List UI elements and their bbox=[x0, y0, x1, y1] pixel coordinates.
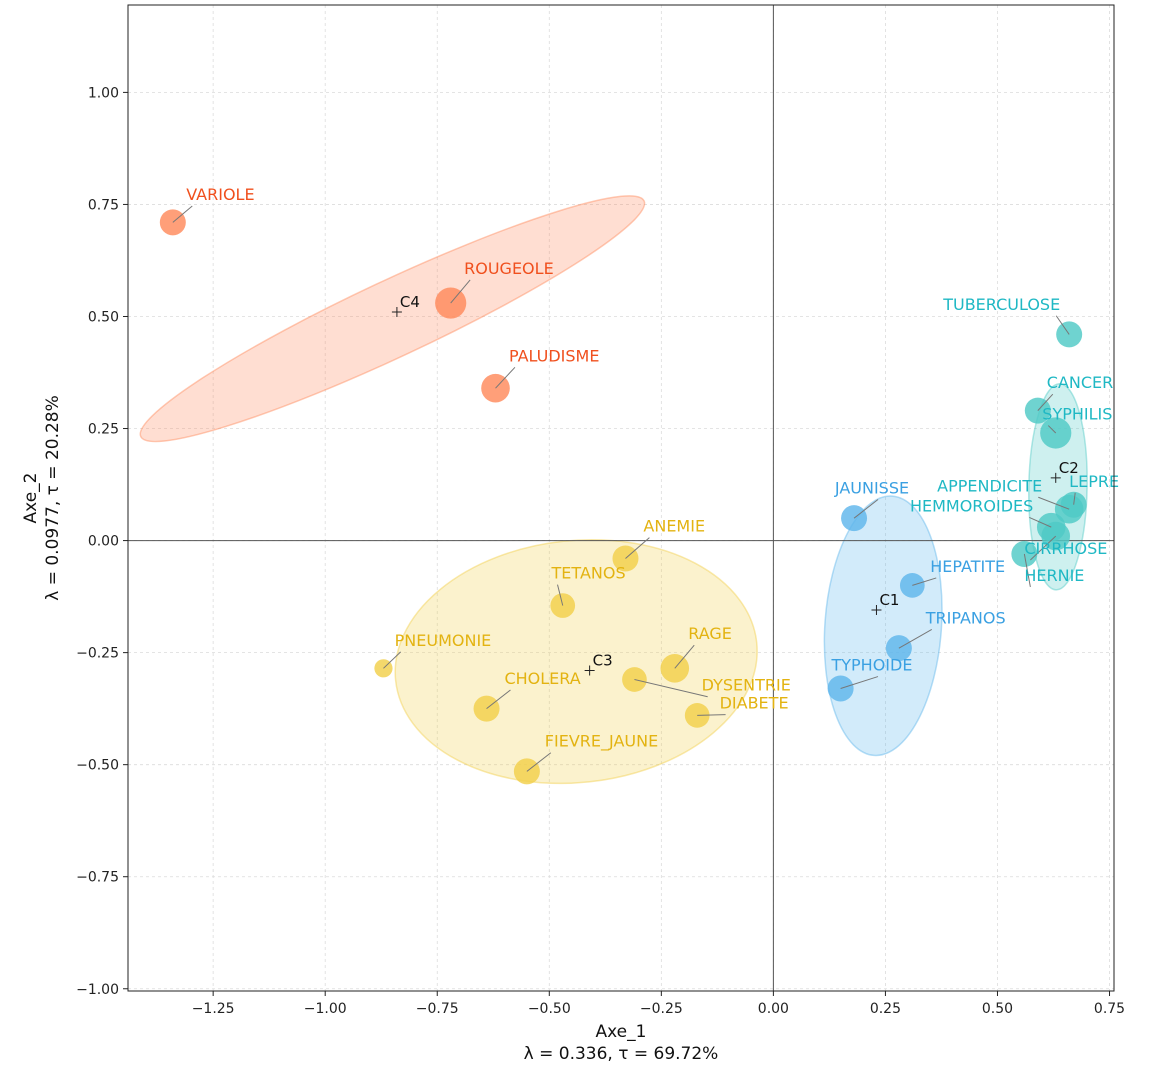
leader-fievre-jaune bbox=[526, 752, 552, 772]
leader-jaunisse bbox=[853, 499, 879, 519]
y-tick-label: −0.50 bbox=[76, 758, 119, 774]
leader-hepatite bbox=[912, 577, 937, 586]
centroid-label-c2: C2 bbox=[1059, 459, 1079, 477]
y-axis-sublabel: λ = 0.0977, τ = 20.28% bbox=[43, 395, 63, 601]
y-tick-label: 1.00 bbox=[88, 85, 119, 101]
leader-cirrhose bbox=[1030, 535, 1057, 561]
y-tick-label: −0.25 bbox=[76, 646, 119, 662]
label-rage: RAGE bbox=[688, 624, 732, 643]
label-rougeole: ROUGEOLE bbox=[464, 259, 554, 278]
plot-frame bbox=[127, 4, 1115, 992]
centroid-marker-c4 bbox=[391, 307, 402, 318]
point-hernie bbox=[1011, 541, 1038, 568]
leader-paludisme bbox=[495, 366, 516, 389]
leader-lepre bbox=[1073, 492, 1076, 505]
point-paludisme bbox=[481, 373, 510, 403]
x-tick-label: −0.75 bbox=[416, 1001, 459, 1017]
leader-anemie bbox=[625, 537, 650, 559]
label-appendicite: APPENDICITE bbox=[937, 476, 1042, 495]
axis-ticks: −1.25 −1.00 −0.75 −0.50 −0.25 0.00 0.25 0.50 0.7… bbox=[76, 85, 1125, 1017]
reference-lines bbox=[128, 5, 1114, 991]
label-hernie: HERNIE bbox=[1024, 566, 1084, 585]
leader-appendicite bbox=[1038, 496, 1070, 510]
label-jaunisse: JAUNISSE bbox=[834, 479, 909, 498]
point-tetanos bbox=[550, 593, 576, 618]
centroid-label-c4: C4 bbox=[400, 293, 420, 311]
label-cancer: CANCER bbox=[1047, 373, 1113, 392]
label-paludisme: PALUDISME bbox=[509, 346, 600, 365]
centroid-marker-c3 bbox=[584, 665, 595, 676]
leader-syphilis bbox=[1047, 425, 1057, 434]
x-tick-label: −1.00 bbox=[304, 1001, 347, 1017]
label-hemmoroides: HEMMOROIDES bbox=[910, 496, 1033, 515]
leader-cancer bbox=[1037, 393, 1054, 411]
leader-hernie bbox=[1023, 553, 1031, 588]
centroid-label-c1: C1 bbox=[879, 591, 899, 609]
x-tick-label: 0.50 bbox=[982, 1001, 1013, 1017]
label-tuberculose: TUBERCULOSE bbox=[942, 295, 1060, 314]
x-tick-label: 0.75 bbox=[1094, 1001, 1125, 1017]
cluster-ellipse-c3 bbox=[394, 539, 758, 785]
centroid-marker-c1 bbox=[871, 605, 882, 616]
leader-hemmoroides bbox=[1029, 516, 1052, 528]
x-tick-label: −1.25 bbox=[192, 1001, 235, 1017]
label-lepre: LEPRE bbox=[1069, 472, 1119, 491]
x-tick-label: −0.25 bbox=[640, 1001, 683, 1017]
point-labels: VARIOLE ROUGEOLE PALUDISME TUBERCULOSE CANCE… bbox=[172, 185, 1119, 772]
centroids: C4 C2 C1 C3 bbox=[391, 293, 1079, 676]
x-axis-label: Axe_1 bbox=[596, 1022, 647, 1042]
leader-tuberculose bbox=[1055, 315, 1070, 335]
leader-rougeole bbox=[450, 279, 471, 304]
y-tick-label: 0.50 bbox=[88, 309, 119, 325]
leader-cholera bbox=[486, 689, 511, 710]
x-axis-sublabel: λ = 0.336, τ = 69.72% bbox=[524, 1044, 719, 1064]
leader-tripanos bbox=[898, 629, 933, 649]
leader-rage bbox=[674, 644, 695, 669]
x-tick-label: 0.25 bbox=[870, 1001, 901, 1017]
label-pneumonie: PNEUMONIE bbox=[395, 631, 492, 650]
label-syphilis: SYPHILIS bbox=[1042, 405, 1112, 424]
centroid-marker-c2 bbox=[1050, 472, 1061, 483]
label-variole: VARIOLE bbox=[186, 185, 254, 204]
leader-diabete bbox=[697, 714, 726, 716]
label-tetanos: TETANOS bbox=[551, 564, 626, 583]
y-axis-label: Axe_2 bbox=[21, 473, 41, 524]
x-tick-label: 0.00 bbox=[758, 1001, 789, 1017]
label-cirrhose: CIRRHOSE bbox=[1024, 539, 1107, 558]
y-tick-label: 0.75 bbox=[88, 197, 119, 213]
y-tick-label: 0.25 bbox=[88, 422, 119, 438]
grid bbox=[128, 5, 1114, 991]
label-anemie: ANEMIE bbox=[643, 517, 705, 536]
label-diabete: DIABETE bbox=[720, 694, 789, 713]
label-hepatite: HEPATITE bbox=[930, 557, 1005, 576]
cluster-ellipses bbox=[139, 195, 1088, 785]
y-tick-label: −0.75 bbox=[76, 870, 119, 886]
x-tick-label: −0.50 bbox=[528, 1001, 571, 1017]
label-fievre-jaune: FIEVRE_JAUNE bbox=[545, 732, 658, 752]
leader-tetanos bbox=[557, 584, 564, 606]
leader-variole bbox=[172, 205, 193, 223]
label-dysentrie: DYSENTRIE bbox=[702, 676, 791, 695]
label-cholera: CHOLERA bbox=[504, 669, 580, 688]
y-tick-label: −1.00 bbox=[76, 982, 119, 998]
leader-typhoide bbox=[840, 676, 879, 689]
centroid-label-c3: C3 bbox=[593, 652, 613, 670]
label-tripanos: TRIPANOS bbox=[925, 608, 1006, 627]
label-typhoide: TYPHOIDE bbox=[830, 656, 912, 675]
y-tick-label: 0.00 bbox=[88, 534, 119, 550]
cluster-ellipse-c4 bbox=[139, 195, 646, 443]
leader-dysentrie bbox=[634, 679, 708, 698]
leader-pneumonie bbox=[383, 651, 402, 669]
cluster-ellipse-c1 bbox=[823, 495, 943, 757]
